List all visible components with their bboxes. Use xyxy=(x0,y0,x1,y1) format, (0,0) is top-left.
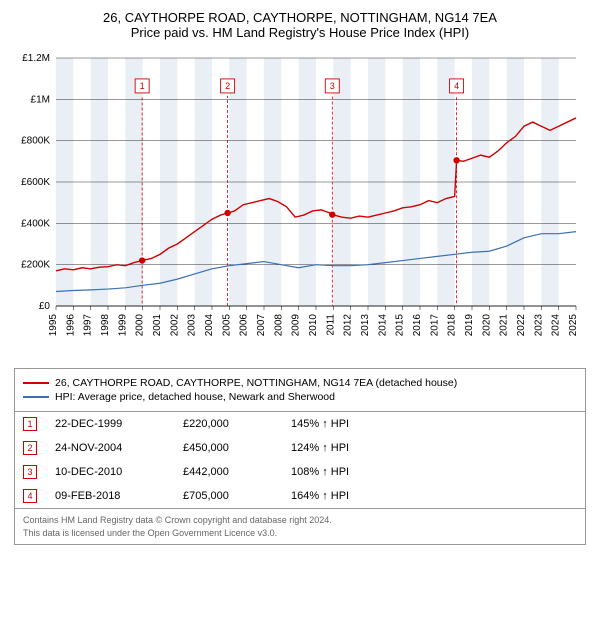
svg-text:1997: 1997 xyxy=(83,314,94,337)
svg-text:2002: 2002 xyxy=(169,314,180,337)
transaction-marker: 1 xyxy=(23,417,37,431)
svg-text:1: 1 xyxy=(140,81,145,91)
transaction-date: 09-FEB-2018 xyxy=(55,490,165,502)
title-line-2: Price paid vs. HM Land Registry's House … xyxy=(14,25,586,40)
svg-text:2025: 2025 xyxy=(568,314,579,337)
svg-text:2000: 2000 xyxy=(135,314,146,337)
svg-text:2019: 2019 xyxy=(464,314,475,337)
transaction-price: £442,000 xyxy=(183,466,273,478)
svg-text:2009: 2009 xyxy=(291,314,302,337)
svg-text:1995: 1995 xyxy=(48,314,59,337)
svg-text:2004: 2004 xyxy=(204,314,215,337)
transaction-pct: 145% ↑ HPI xyxy=(291,418,401,430)
legend-row: 26, CAYTHORPE ROAD, CAYTHORPE, NOTTINGHA… xyxy=(23,377,577,389)
svg-text:£1.2M: £1.2M xyxy=(22,53,50,64)
svg-text:4: 4 xyxy=(454,81,459,91)
svg-text:2006: 2006 xyxy=(239,314,250,337)
svg-text:£0: £0 xyxy=(39,301,51,312)
legend-swatch xyxy=(23,396,49,398)
transaction-date: 24-NOV-2004 xyxy=(55,442,165,454)
transaction-date: 10-DEC-2010 xyxy=(55,466,165,478)
svg-text:£800K: £800K xyxy=(21,136,50,147)
transaction-marker: 2 xyxy=(23,441,37,455)
svg-text:2021: 2021 xyxy=(499,314,510,337)
transaction-row: 1 22-DEC-1999 £220,000 145% ↑ HPI xyxy=(15,412,585,436)
legend-swatch xyxy=(23,382,49,384)
transaction-row: 3 10-DEC-2010 £442,000 108% ↑ HPI xyxy=(15,460,585,484)
transaction-price: £220,000 xyxy=(183,418,273,430)
svg-text:1998: 1998 xyxy=(100,314,111,337)
svg-text:£600K: £600K xyxy=(21,177,50,188)
svg-text:2013: 2013 xyxy=(360,314,371,337)
transactions-box: 1 22-DEC-1999 £220,000 145% ↑ HPI 2 24-NOV-20… xyxy=(14,412,586,509)
transaction-price: £450,000 xyxy=(183,442,273,454)
svg-text:£200K: £200K xyxy=(21,260,50,271)
chart-area: £0 £200K £400K £600K £800K £1M £1.2M 1995 1996 19… xyxy=(14,50,586,360)
legend-box: 26, CAYTHORPE ROAD, CAYTHORPE, NOTTINGHA… xyxy=(14,368,586,412)
svg-text:2008: 2008 xyxy=(273,314,284,337)
transaction-pct: 124% ↑ HPI xyxy=(291,442,401,454)
transaction-marker: 4 xyxy=(23,489,37,503)
svg-text:2001: 2001 xyxy=(152,314,163,337)
svg-text:2023: 2023 xyxy=(533,314,544,337)
title-line-1: 26, CAYTHORPE ROAD, CAYTHORPE, NOTTINGHA… xyxy=(14,10,586,25)
transaction-row: 4 09-FEB-2018 £705,000 164% ↑ HPI xyxy=(15,484,585,508)
svg-text:1999: 1999 xyxy=(117,314,128,337)
svg-text:2011: 2011 xyxy=(325,314,336,336)
svg-text:2012: 2012 xyxy=(343,314,354,337)
transaction-row: 2 24-NOV-2004 £450,000 124% ↑ HPI xyxy=(15,436,585,460)
transaction-price: £705,000 xyxy=(183,490,273,502)
transaction-pct: 108% ↑ HPI xyxy=(291,466,401,478)
svg-text:2007: 2007 xyxy=(256,314,267,337)
legend-label: HPI: Average price, detached house, Newa… xyxy=(55,391,335,403)
transaction-marker: 3 xyxy=(23,465,37,479)
footer-line-2: This data is licensed under the Open Gov… xyxy=(23,527,577,540)
svg-text:1996: 1996 xyxy=(65,314,76,337)
svg-text:2020: 2020 xyxy=(481,314,492,337)
svg-text:2015: 2015 xyxy=(395,314,406,337)
svg-text:2024: 2024 xyxy=(551,314,562,337)
svg-text:2022: 2022 xyxy=(516,314,527,337)
svg-text:2: 2 xyxy=(225,81,230,91)
svg-text:2005: 2005 xyxy=(221,314,232,337)
footer-box: Contains HM Land Registry data © Crown c… xyxy=(14,509,586,545)
legend-row: HPI: Average price, detached house, Newa… xyxy=(23,391,577,403)
footer-line-1: Contains HM Land Registry data © Crown c… xyxy=(23,514,577,527)
svg-text:2016: 2016 xyxy=(412,314,423,337)
svg-text:£1M: £1M xyxy=(31,94,50,105)
svg-text:£400K: £400K xyxy=(21,218,50,229)
svg-text:3: 3 xyxy=(330,81,335,91)
legend-label: 26, CAYTHORPE ROAD, CAYTHORPE, NOTTINGHA… xyxy=(55,377,457,389)
transaction-pct: 164% ↑ HPI xyxy=(291,490,401,502)
svg-text:2018: 2018 xyxy=(447,314,458,337)
svg-text:2003: 2003 xyxy=(187,314,198,337)
transaction-date: 22-DEC-1999 xyxy=(55,418,165,430)
svg-text:2014: 2014 xyxy=(377,314,388,337)
chart-container: 26, CAYTHORPE ROAD, CAYTHORPE, NOTTINGHA… xyxy=(0,0,600,555)
price-chart: £0 £200K £400K £600K £800K £1M £1.2M 1995 1996 19… xyxy=(14,50,586,360)
svg-text:2017: 2017 xyxy=(429,314,440,337)
svg-text:2010: 2010 xyxy=(308,314,319,337)
